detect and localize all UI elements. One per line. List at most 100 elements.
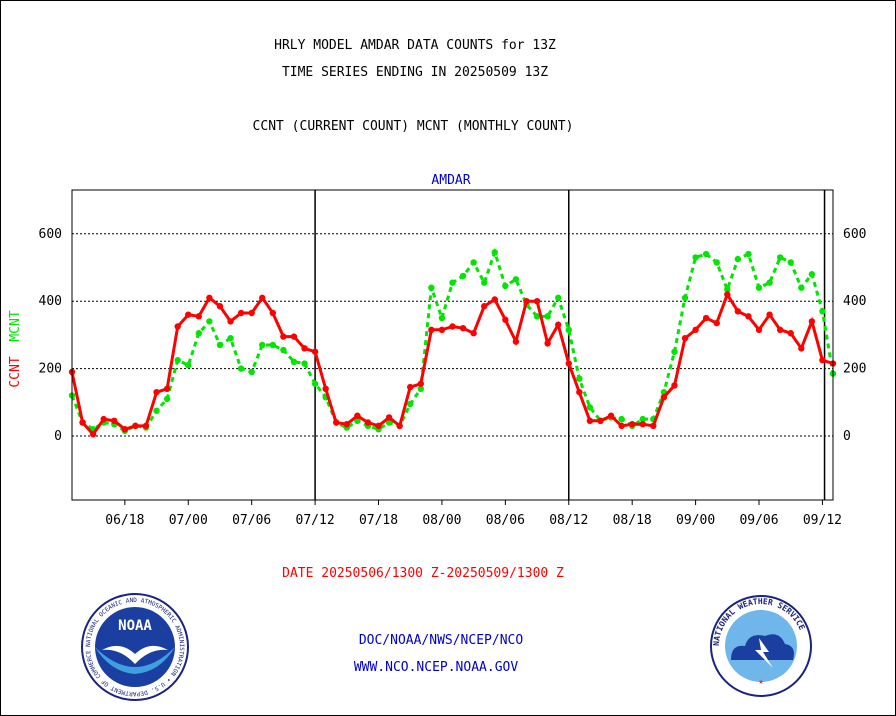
ccnt-point-63 [734, 308, 742, 315]
mcnt-point-46 [554, 294, 562, 302]
xtick-label-11: 09/12 [803, 513, 842, 528]
ccnt-point-33 [417, 380, 424, 387]
xtick-label-5: 08/00 [422, 513, 461, 528]
mcnt-point-59 [692, 254, 699, 261]
ytick-left-600: 600 [39, 227, 62, 242]
mcnt-point-45 [544, 313, 551, 320]
xtick-label-7: 08/12 [549, 513, 588, 528]
ccnt-point-53 [628, 420, 636, 428]
mcnt-point-22 [301, 360, 308, 367]
ccnt-point-62 [724, 291, 731, 298]
mcnt-point-62 [724, 286, 731, 293]
mcnt-point-64 [745, 250, 752, 258]
mcnt-point-18 [259, 341, 266, 349]
ccnt-point-54 [639, 420, 646, 428]
ccnt-point-71 [819, 356, 826, 364]
mcnt-point-40 [491, 249, 498, 256]
series-legend-line: CCNT (CURRENT COUNT) MCNT (MONTHLY COUNT… [252, 119, 574, 134]
xtick-label-1: 07/00 [169, 513, 208, 528]
chart-title-line1: HRLY MODEL AMDAR DATA COUNTS for 13Z [274, 38, 556, 53]
ccnt-point-41 [502, 316, 509, 323]
ccnt-point-5 [121, 426, 129, 433]
doc-noaa-link[interactable]: DOC/NOAA/NWS/NCEP/NCO [358, 633, 524, 648]
date-range-label: DATE 20250506/1300 Z-20250509/1300 Z [282, 566, 564, 581]
mcnt-point-39 [481, 279, 488, 286]
ccnt-point-66 [766, 311, 773, 318]
mcnt-point-57 [671, 348, 678, 355]
ccnt-point-23 [311, 348, 319, 355]
nws-logo[interactable]: ★ NATIONAL WEATHER SERVICE [709, 594, 813, 698]
ccnt-point-29 [375, 422, 382, 430]
y-axis-label: CCNT MCNT [8, 310, 23, 387]
ytick-left-400: 400 [39, 294, 62, 309]
ccnt-point-32 [407, 383, 414, 391]
mcnt-point-48 [576, 375, 583, 382]
ccnt-point-43 [523, 297, 530, 305]
ccnt-point-36 [449, 323, 456, 330]
xtick-label-2: 07/06 [232, 513, 271, 528]
ccnt-point-64 [745, 313, 752, 320]
ccnt-point-8 [153, 388, 160, 396]
ccnt-point-42 [512, 338, 520, 345]
mcnt-point-21 [290, 358, 298, 366]
mcnt-point-27 [354, 417, 361, 425]
y-axis-ticks: 0 0 200 200 400 400 600 600 [39, 227, 867, 444]
mcnt-point-52 [618, 415, 625, 423]
mcnt-point-65 [755, 284, 763, 291]
mcnt-point-69 [798, 284, 805, 291]
mcnt-point-8 [153, 407, 160, 414]
ccnt-point-65 [755, 326, 763, 334]
ccnt-point-3 [100, 415, 107, 423]
ccnt-point-31 [396, 422, 403, 430]
chart-title-line2: TIME SERIES ENDING IN 20250509 13Z [281, 65, 549, 80]
mcnt-point-68 [787, 259, 794, 266]
mcnt-point-33 [417, 385, 424, 393]
mcnt-point-70 [808, 271, 816, 278]
ccnt-point-68 [787, 330, 794, 337]
ccnt-point-49 [586, 417, 594, 425]
xtick-label-9: 09/00 [676, 513, 715, 528]
ccnt-point-59 [692, 326, 699, 334]
mcnt-point-54 [639, 415, 646, 423]
ccnt-point-21 [290, 333, 298, 340]
grid-lines [72, 233, 833, 437]
ccnt-point-46 [554, 321, 562, 328]
mcnt-point-66 [766, 279, 773, 286]
ccnt-point-25 [333, 419, 340, 426]
ccnt-point-69 [798, 345, 805, 352]
ytick-left-200: 200 [39, 362, 62, 377]
ccnt-point-9 [163, 385, 171, 393]
ccnt-point-26 [343, 420, 351, 428]
ccnt-point-47 [565, 360, 572, 367]
star-icon: ★ [758, 677, 764, 687]
mcnt-point-12 [195, 330, 203, 337]
xtick-label-8: 08/18 [613, 513, 652, 528]
plot-border [71, 189, 834, 501]
ccnt-point-15 [227, 318, 234, 325]
ccnt-point-16 [237, 309, 245, 317]
ccnt-point-27 [354, 412, 361, 419]
ytick-right-0: 0 [843, 429, 851, 444]
ccnt-point-14 [216, 303, 224, 310]
ccnt-point-7 [142, 422, 150, 430]
ccnt-point-37 [459, 324, 467, 332]
ccnt-point-61 [713, 319, 720, 327]
xtick-label-4: 07/18 [359, 513, 398, 528]
ccnt-point-34 [428, 326, 435, 334]
ccnt-point-19 [269, 309, 277, 317]
mcnt-point-37 [459, 272, 467, 280]
mcnt-point-61 [713, 259, 720, 266]
day-boundaries [314, 190, 826, 500]
xtick-label-0: 06/18 [105, 513, 144, 528]
mcnt-point-60 [702, 250, 710, 258]
noaa-logo[interactable]: NOAA NATIONAL OCEANIC AND ATMOSPHERIC AD… [80, 592, 190, 702]
series-group [68, 247, 837, 438]
ccnt-point-39 [481, 303, 488, 310]
mcnt-point-20 [280, 346, 287, 354]
ccnt-point-13 [206, 294, 213, 302]
xtick-label-3: 07/12 [296, 513, 335, 528]
ytick-right-600: 600 [843, 227, 866, 242]
ccnt-point-24 [322, 385, 329, 393]
nco-website-link[interactable]: WWW.NCO.NCEP.NOAA.GOV [353, 660, 519, 675]
